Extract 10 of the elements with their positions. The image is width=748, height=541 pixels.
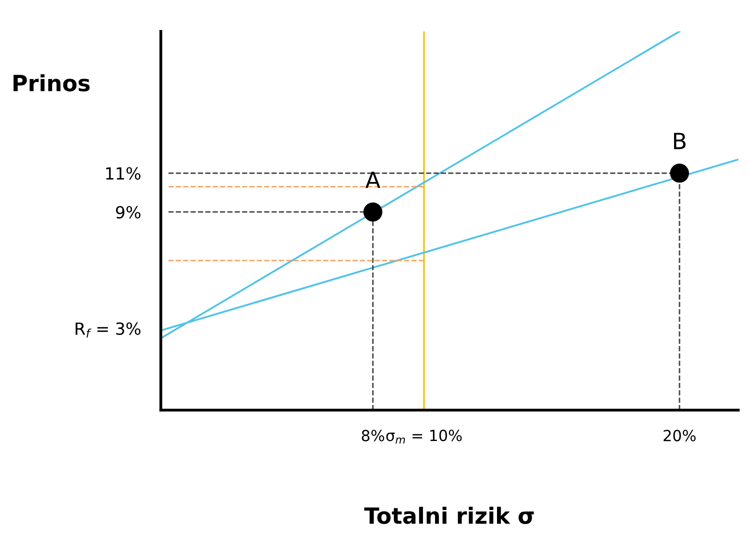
y-tick-label: 11% bbox=[106, 167, 140, 180]
x-tick-label: σ$_{m}$ = 10% bbox=[386, 430, 462, 444]
x-tick-label: 20% bbox=[664, 430, 696, 442]
y-tick-label: 9% bbox=[116, 206, 140, 219]
y-tick-label: R$_{f}$ = 3% bbox=[76, 322, 140, 338]
annotation: A bbox=[365, 172, 380, 188]
annotation: B bbox=[674, 132, 686, 150]
y-axis-title: Prinos bbox=[14, 74, 90, 92]
x-axis-title: Totalni rizik σ bbox=[364, 506, 534, 524]
x-tick-label: 8% bbox=[362, 430, 384, 442]
